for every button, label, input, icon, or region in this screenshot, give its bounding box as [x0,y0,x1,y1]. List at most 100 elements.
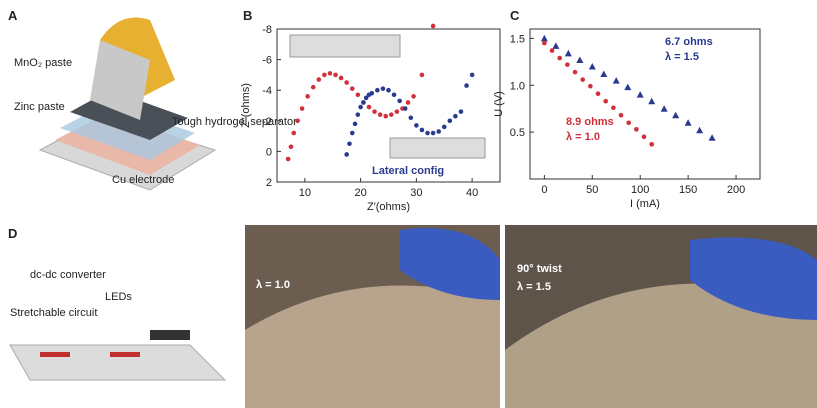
y-tick-label: 1.0 [510,80,525,92]
point [549,48,555,53]
point [405,100,411,105]
inset-photo [389,137,486,159]
label: Stretchable circuit [10,307,97,319]
y-tick-label: -8 [262,24,272,36]
point [436,129,441,134]
x-tick-label: 30 [410,187,422,199]
annotation: Lateral config [372,165,444,177]
point [295,118,300,124]
point [419,72,425,78]
point [291,130,297,136]
point [618,112,624,118]
point [402,106,408,111]
y-tick-label: -2 [262,116,272,128]
y-tick-label: -4 [262,85,272,97]
x-tick-label: 10 [299,187,311,199]
x-tick-label: 100 [631,184,649,196]
x-tick-label: 20 [355,187,367,199]
point [380,86,386,91]
point [344,152,349,157]
point [414,123,419,128]
photo-detail [245,285,500,408]
point [634,127,639,132]
point [684,119,692,126]
point [660,105,668,112]
label: LEDs [105,291,132,303]
point [372,109,377,114]
photo-detail [505,283,817,408]
point [408,115,414,121]
point [352,121,358,127]
label: MnO₂ paste [14,57,72,69]
panel-label: A [8,8,18,23]
y-tick-label: 0.5 [510,127,525,139]
annotation: 6.7 ohms [665,36,713,48]
photo-detail [690,237,817,320]
point [391,92,397,98]
point [612,77,620,84]
point [649,142,655,147]
point [447,118,453,124]
point [572,69,578,75]
point [672,111,680,119]
plot-frame [276,28,501,183]
point [588,63,596,70]
y-tick-label: -6 [262,55,272,67]
point [338,75,344,81]
label: λ = 1.5 [517,281,551,293]
y-tick-label: 2 [266,177,272,189]
point [333,72,338,78]
point [366,104,372,110]
point [285,156,291,162]
point [624,83,632,91]
point [580,77,586,82]
point [361,100,366,105]
point [386,87,391,93]
point [355,92,361,98]
point [419,127,425,133]
label: Zinc paste [14,101,65,113]
point [299,106,305,111]
x-tick-label: 50 [586,184,598,196]
label: dc-dc converter [30,269,106,281]
point [377,112,383,117]
point [355,112,361,117]
label: Cu electrode [112,174,174,186]
point [397,98,402,104]
y-tick-label: 1.5 [510,33,525,45]
label: Tough hydrogel separator [172,116,297,128]
point [363,95,369,101]
point [322,72,327,78]
point [425,130,430,136]
inset-photo [289,34,401,58]
point [453,113,458,119]
point [595,91,601,96]
point [641,134,647,140]
point [557,55,563,61]
annotation: λ = 1.5 [665,51,699,63]
point [358,104,363,110]
point [316,77,322,82]
panel-label: B [243,8,252,23]
y-tick-label: 0 [266,146,272,158]
point [603,98,609,104]
point [648,97,656,105]
point [305,94,310,99]
point [310,84,316,90]
point [565,62,570,67]
x-tick-label: 40 [466,187,478,199]
point [430,130,436,136]
x-tick-label: 150 [679,184,697,196]
label: 90° twist [517,263,562,275]
point [288,144,294,150]
point [430,23,436,29]
point [540,34,548,42]
point [464,83,469,88]
x-axis-label: Z′(ohms) [367,201,410,213]
y-axis-label: U (V) [493,91,505,117]
x-tick-label: 0 [541,184,547,196]
point [383,113,389,119]
point [552,42,560,49]
photo-detail [400,228,500,300]
point [469,72,475,78]
